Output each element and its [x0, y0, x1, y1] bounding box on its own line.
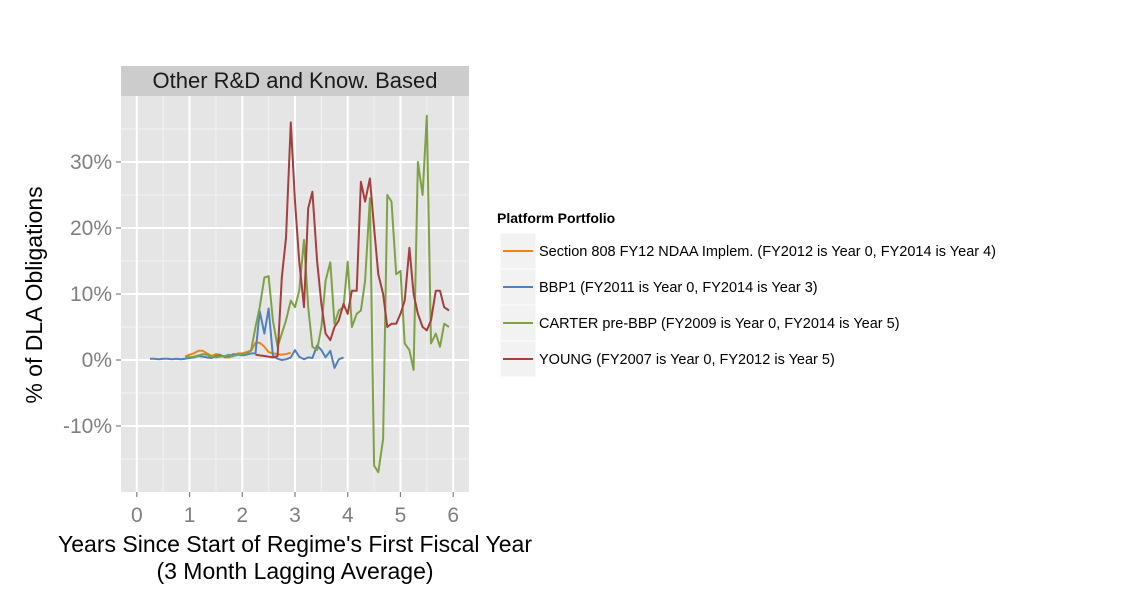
y-tick-label: -10% [63, 415, 112, 438]
legend-key [499, 304, 537, 342]
legend-label: BBP1 (FY2011 is Year 0, FY2014 is Year 3… [539, 280, 818, 296]
legend-label: YOUNG (FY2007 is Year 0, FY2012 is Year … [539, 352, 835, 368]
legend: Platform Portfolio Section 808 FY12 NDAA… [497, 210, 996, 378]
x-tick-label: 2 [236, 504, 248, 527]
y-tick-label: 20% [70, 217, 112, 240]
x-tick-label: 0 [131, 504, 143, 527]
x-tick-label: 6 [447, 504, 459, 527]
facet-strip-label: Other R&D and Know. Based [153, 68, 438, 93]
legend-key [499, 232, 537, 270]
x-tick-label: 1 [184, 504, 196, 527]
legend-key [499, 340, 537, 378]
x-tick-label: 3 [289, 504, 301, 527]
y-tick-label: 30% [70, 151, 112, 174]
y-axis: -10% 0% 10% 20% 30% [63, 151, 121, 438]
facet-strip [121, 66, 469, 96]
legend-items: Section 808 FY12 NDAA Implem. (FY2012 is… [499, 232, 996, 378]
x-axis: 0 1 2 3 4 5 6 [131, 492, 459, 527]
y-axis-title: % of DLA Obligations [21, 186, 47, 403]
y-tick-label: 10% [70, 283, 112, 306]
x-tick-label: 4 [342, 504, 354, 527]
x-axis-subtitle: (3 Month Lagging Average) [156, 558, 433, 584]
series-line-4 [255, 121, 450, 359]
series-lines [150, 114, 450, 474]
plot-panel: Other R&D and Know. Based [121, 66, 469, 492]
legend-label: Section 808 FY12 NDAA Implem. (FY2012 is… [539, 244, 996, 260]
legend-key [499, 268, 537, 306]
x-tick-label: 5 [395, 504, 407, 527]
legend-label: CARTER pre-BBP (FY2009 is Year 0, FY2014… [539, 316, 900, 332]
legend-title: Platform Portfolio [497, 210, 615, 226]
y-tick-label: 0% [82, 349, 112, 372]
series-line-2 [150, 307, 344, 369]
x-axis-title: Years Since Start of Regime's First Fisc… [58, 531, 532, 557]
series-line-3 [184, 114, 450, 474]
